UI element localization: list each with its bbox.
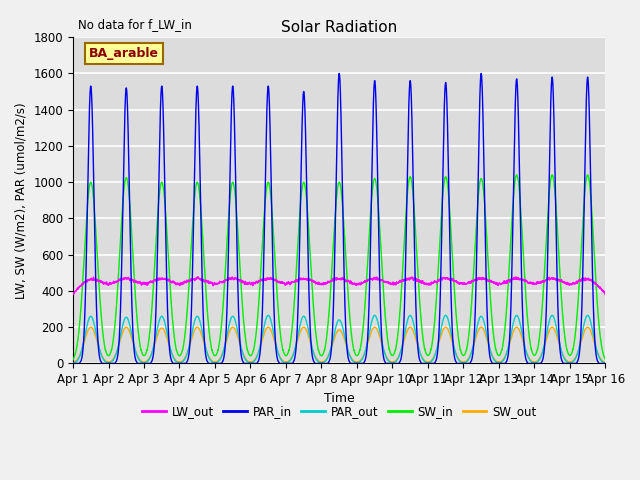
Title: Solar Radiation: Solar Radiation <box>281 20 397 35</box>
Text: BA_arable: BA_arable <box>89 47 159 60</box>
Text: No data for f_LW_in: No data for f_LW_in <box>78 18 192 31</box>
Legend: LW_out, PAR_in, PAR_out, SW_in, SW_out: LW_out, PAR_in, PAR_out, SW_in, SW_out <box>138 400 541 423</box>
Y-axis label: LW, SW (W/m2), PAR (umol/m2/s): LW, SW (W/m2), PAR (umol/m2/s) <box>15 102 28 299</box>
X-axis label: Time: Time <box>324 392 355 405</box>
